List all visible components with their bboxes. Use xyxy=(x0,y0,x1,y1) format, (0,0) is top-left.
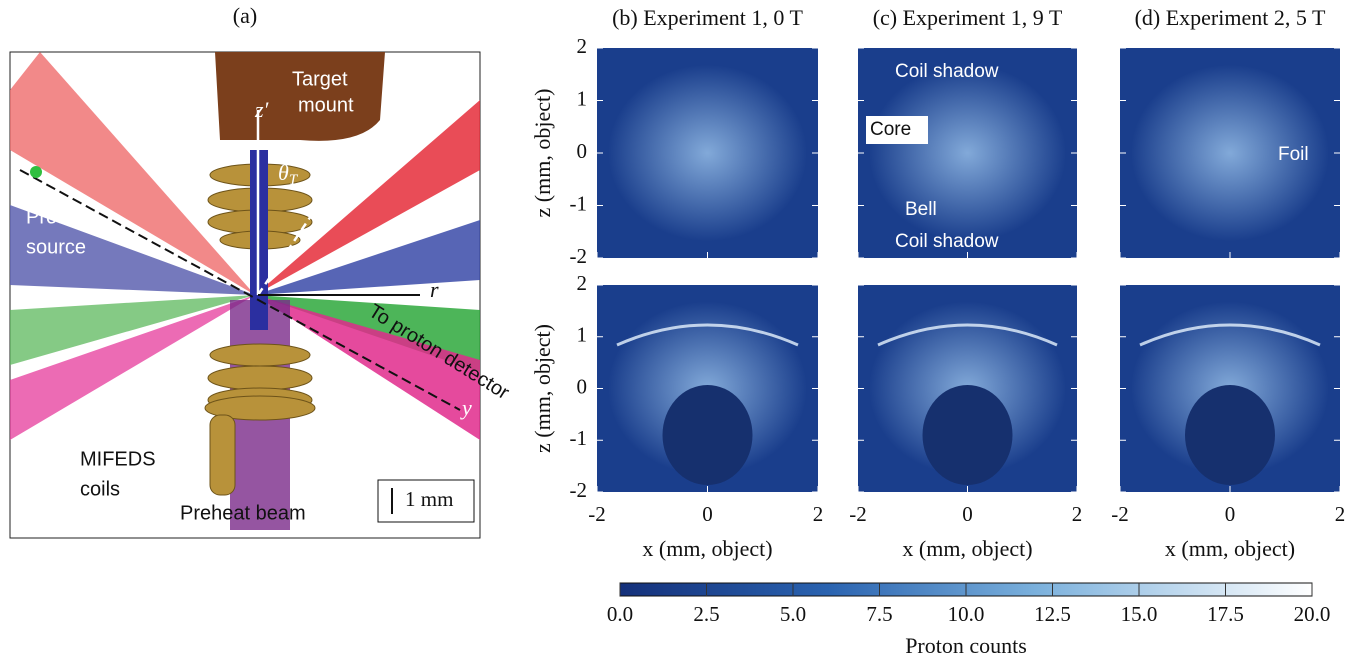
x-tick-label: 2 xyxy=(1335,502,1346,526)
annotation: source xyxy=(26,236,86,258)
annotation: coils xyxy=(80,478,120,500)
proton-source xyxy=(30,166,42,178)
x-axis-label: x (mm, object) xyxy=(642,536,772,561)
annotation: y xyxy=(460,395,472,420)
y-tick-label: 0 xyxy=(577,374,588,398)
annotation: Coil shadow xyxy=(895,231,999,252)
y-tick-label: -2 xyxy=(570,244,588,268)
x-tick-label: 0 xyxy=(962,502,973,526)
colorbar-tick-label: 17.5 xyxy=(1207,602,1244,626)
annotation: Bell xyxy=(905,199,937,220)
radiograph-feature xyxy=(608,65,807,241)
panel-title: (b) Experiment 1, 0 T xyxy=(612,5,803,30)
radiograph-feature xyxy=(869,65,1066,241)
annotation: Proton xyxy=(26,206,85,228)
annotation: mount xyxy=(298,94,354,116)
annotation: Target xyxy=(292,68,348,90)
annotation: Preheat beam xyxy=(180,502,306,524)
annotation: Coil shadow xyxy=(895,61,999,82)
annotation: Core xyxy=(870,119,911,140)
colorbar-tick-label: 15.0 xyxy=(1121,602,1158,626)
annotation: r xyxy=(430,277,439,302)
colorbar-tick-label: 5.0 xyxy=(780,602,806,626)
panel-title: (d) Experiment 2, 5 T xyxy=(1135,5,1326,30)
scale-label: 1 mm xyxy=(405,487,453,511)
figure: (a) Target mount z′ θT z r y Proton sour… xyxy=(0,0,1364,662)
y-axis-label: z (mm, object) xyxy=(530,324,555,453)
x-tick-label: -2 xyxy=(849,502,867,526)
radiograph-feature xyxy=(663,385,753,485)
y-axis-label: z (mm, object) xyxy=(530,89,555,218)
colorbar-label: Proton counts xyxy=(905,633,1027,658)
annotation: MIFEDS xyxy=(80,448,156,470)
plots: (b) Experiment 1, 0 T -2 -1 0 1 2 z (mm, objec… xyxy=(530,5,1345,658)
y-tick-label: 2 xyxy=(577,271,588,295)
y-tick-label: 1 xyxy=(577,323,588,347)
y-tick-label: 0 xyxy=(577,139,588,163)
y-tick-label: -1 xyxy=(570,191,588,215)
x-axis-label: x (mm, object) xyxy=(902,536,1032,561)
colorbar-tick-label: 12.5 xyxy=(1034,602,1071,626)
radiograph-feature xyxy=(1185,385,1275,485)
panel-a: (a) Target mount z′ θT z r y Proton sour… xyxy=(10,3,513,538)
y-tick-label: 2 xyxy=(577,34,588,58)
y-tick-label: 1 xyxy=(577,86,588,110)
y-tick-label: -1 xyxy=(570,426,588,450)
colorbar-tick-label: 0.0 xyxy=(607,602,633,626)
panel-label: (a) xyxy=(233,3,257,28)
panel-title: (c) Experiment 1, 9 T xyxy=(873,5,1063,30)
colorbar-tick-label: 2.5 xyxy=(693,602,719,626)
x-tick-label: 2 xyxy=(1072,502,1083,526)
colorbar-tick-label: 10.0 xyxy=(948,602,985,626)
x-tick-label: 2 xyxy=(813,502,824,526)
annotation: Foil xyxy=(1278,144,1309,165)
annotation: z xyxy=(335,157,345,182)
colorbar-tick-label: 20.0 xyxy=(1294,602,1331,626)
annotation: θ xyxy=(278,160,289,185)
x-tick-label: -2 xyxy=(1111,502,1129,526)
radiograph-feature xyxy=(923,385,1013,485)
x-tick-label: 0 xyxy=(702,502,713,526)
x-axis-label: x (mm, object) xyxy=(1165,536,1295,561)
y-tick-label: -2 xyxy=(570,478,588,502)
colorbar-tick-label: 7.5 xyxy=(866,602,892,626)
annotation: z′ xyxy=(254,97,270,122)
x-tick-label: -2 xyxy=(588,502,606,526)
x-tick-label: 0 xyxy=(1225,502,1236,526)
